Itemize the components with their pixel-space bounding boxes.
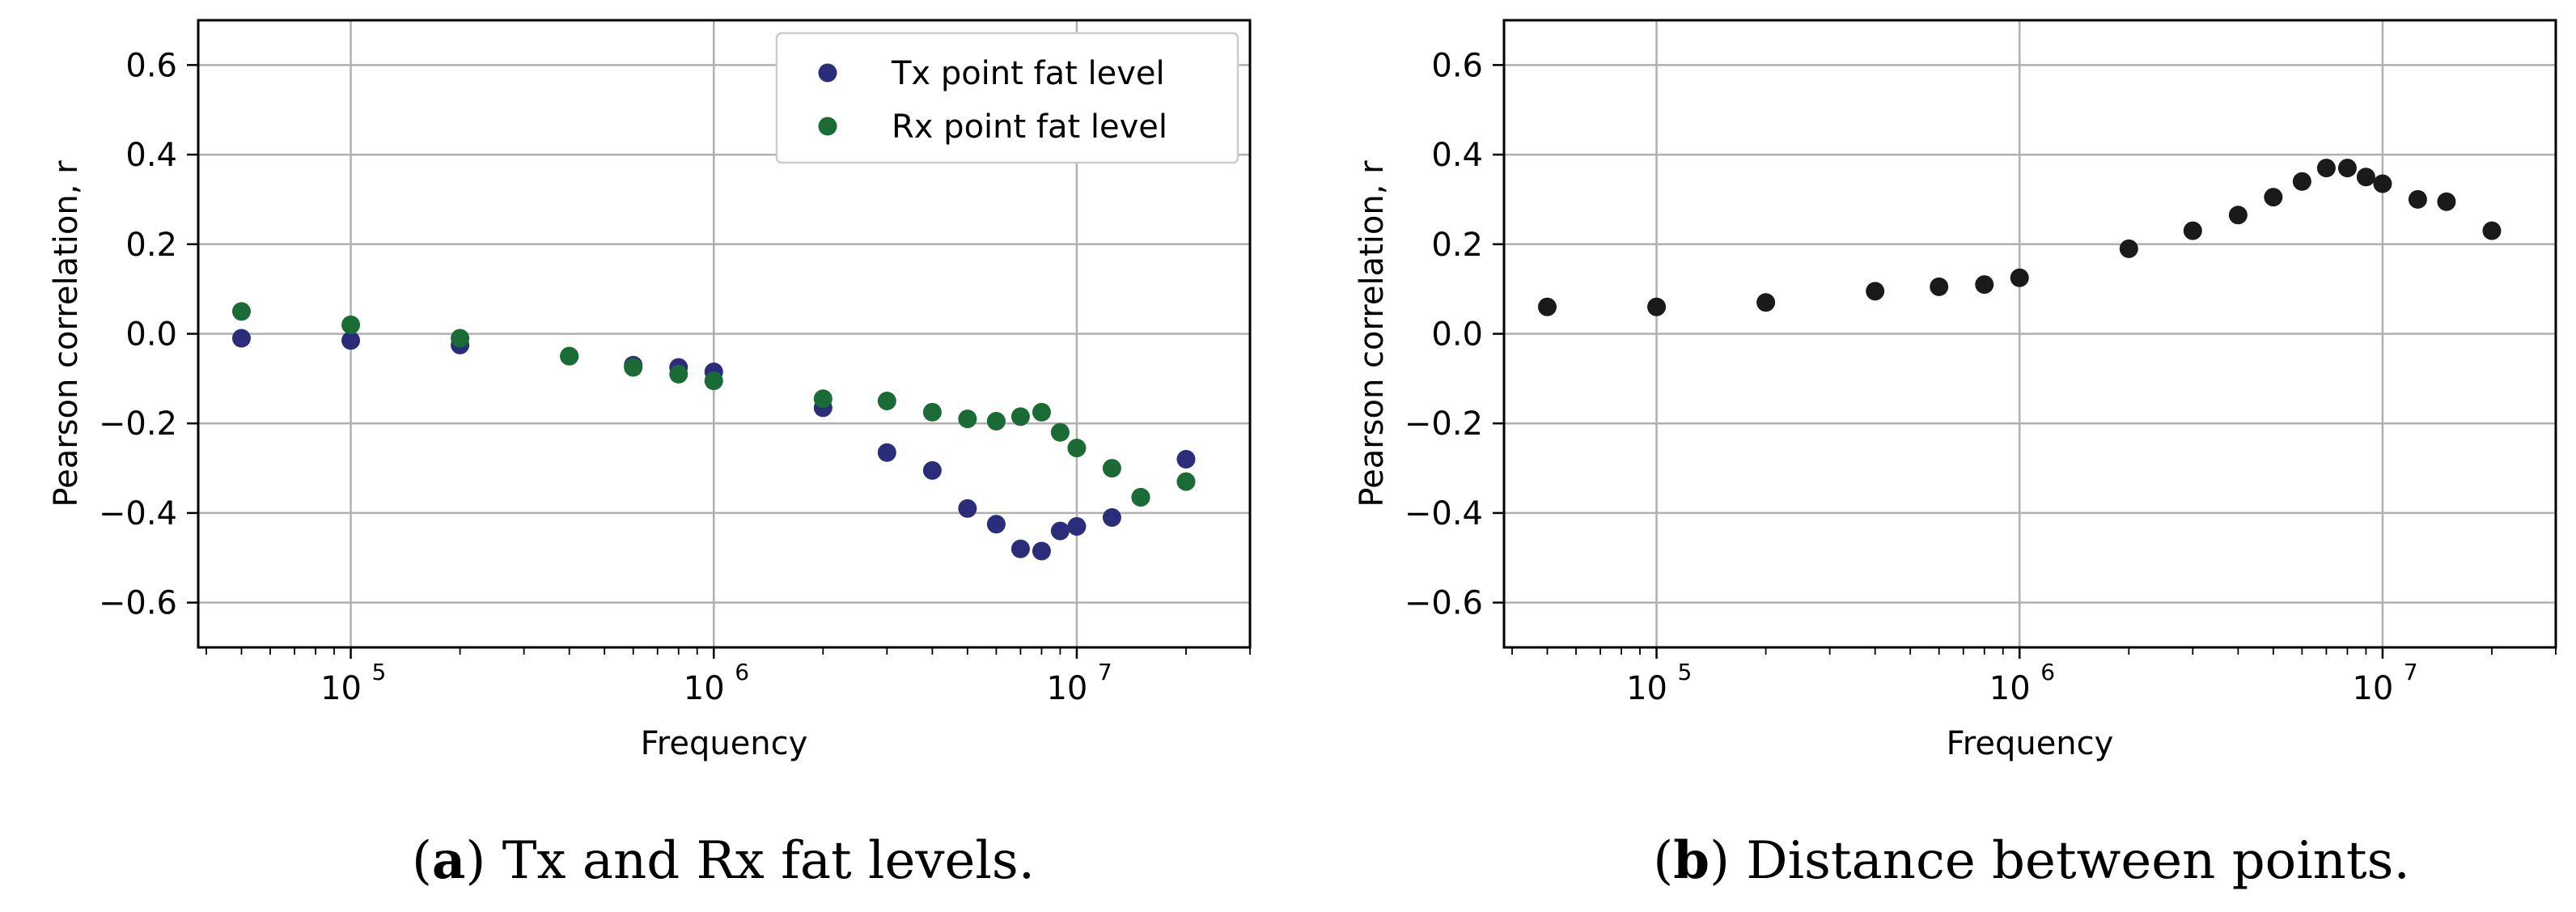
data-point (1032, 541, 1051, 561)
x-tick-label-exponent: 6 (2040, 659, 2055, 685)
data-point (986, 411, 1006, 431)
legend-label: Tx point fat level (891, 55, 1165, 92)
y-tick-label: 0.6 (125, 47, 177, 84)
y-tick-label: −0.2 (99, 405, 177, 443)
data-point (2010, 268, 2029, 287)
x-tick-label: 10 (684, 670, 725, 707)
data-point (2437, 192, 2456, 211)
y-tick-label: −0.4 (99, 495, 177, 532)
data-point (341, 331, 361, 350)
y-tick-label: −0.6 (99, 585, 177, 622)
x-tick-label-exponent: 7 (2404, 659, 2418, 685)
x-tick-label: 10 (1989, 670, 2031, 707)
data-point (231, 329, 251, 348)
data-point (1176, 472, 1196, 491)
data-point (2373, 174, 2392, 193)
data-point (813, 389, 833, 409)
data-point (1067, 439, 1087, 458)
data-point (2292, 172, 2311, 191)
y-tick-label: 0.6 (1431, 47, 1483, 84)
x-tick-label-exponent: 5 (372, 659, 387, 685)
x-tick-label-exponent: 6 (735, 659, 749, 685)
series-0 (1537, 159, 2502, 316)
y-tick-label: −0.6 (1405, 585, 1483, 622)
legend-label: Rx point fat level (892, 108, 1167, 146)
legend-marker (818, 63, 837, 83)
data-point (451, 329, 470, 348)
y-tick-label: 0.2 (1431, 227, 1483, 264)
data-point (986, 515, 1006, 534)
data-point (1176, 450, 1196, 469)
data-point (958, 498, 977, 518)
data-point (1537, 297, 1557, 316)
data-point (877, 443, 896, 462)
x-tick-label: 10 (2352, 670, 2393, 707)
data-point (669, 364, 688, 384)
x-tick-label-exponent: 7 (1098, 659, 1112, 685)
x-axis-label: Frequency (1947, 725, 2114, 762)
data-point (2316, 159, 2336, 178)
panel-caption: (b) Distance between points. (1653, 830, 2410, 891)
data-point (1050, 521, 1070, 541)
y-tick-label: 0.0 (125, 316, 177, 354)
data-point (1866, 282, 1885, 301)
x-tick-label: 10 (1046, 670, 1087, 707)
data-point (2482, 221, 2502, 240)
data-point (877, 392, 896, 411)
data-point (2356, 168, 2375, 187)
data-point (1930, 277, 1949, 296)
data-point (1010, 539, 1030, 558)
data-point (560, 346, 579, 366)
data-point (1067, 517, 1087, 537)
data-point (624, 358, 643, 377)
x-axis-label: Frequency (641, 725, 808, 762)
data-point (2264, 188, 2283, 207)
y-axis-label: Pearson correlation, r (48, 160, 85, 507)
y-tick-label: 0.2 (125, 227, 177, 264)
data-point (231, 302, 251, 321)
data-point (2183, 221, 2202, 240)
data-point (1647, 297, 1667, 316)
data-point (1010, 407, 1030, 426)
data-point (1102, 459, 1121, 478)
chart-panel-b: −0.6 −0.4 −0.2 0.0 0.2 0.4 0.6 10 5 10 6 10 7 Frequen… (1354, 19, 2557, 891)
y-tick-label: −0.2 (1405, 405, 1483, 443)
data-point (1032, 402, 1051, 422)
data-point (704, 371, 723, 391)
axes-frame (1502, 19, 2557, 649)
y-tick-label: 0.4 (125, 137, 177, 174)
data-point (958, 409, 977, 429)
y-axis-label: Pearson correlation, r (1354, 160, 1391, 507)
axes-frame (197, 19, 1252, 649)
y-tick-label: −0.4 (1405, 495, 1483, 532)
x-tick-label: 10 (1626, 670, 1667, 707)
panel-caption: (a) Tx and Rx fat levels. (412, 830, 1035, 891)
legend-box (775, 32, 1239, 164)
y-tick-label: 0.4 (1431, 137, 1483, 174)
data-point (2228, 206, 2248, 225)
x-tick-label: 10 (320, 670, 362, 707)
data-point (2408, 189, 2427, 209)
chart-panel-a: −0.6 −0.4 −0.2 0.0 0.2 0.4 0.6 10 5 10 6 10 7 Frequen… (48, 19, 1252, 891)
data-point (1975, 275, 1994, 295)
data-point (1131, 488, 1150, 507)
series-1 (231, 302, 1196, 507)
x-tick-label-exponent: 5 (1678, 659, 1693, 685)
data-point (1050, 422, 1070, 442)
legend-marker (818, 117, 837, 136)
data-point (922, 402, 942, 422)
data-point (341, 315, 361, 334)
y-tick-label: 0.0 (1431, 316, 1483, 354)
legend: Tx point fat level Rx point fat level (775, 32, 1239, 164)
data-point (922, 460, 942, 480)
data-point (1756, 293, 1776, 312)
data-point (2337, 159, 2357, 178)
data-point (1102, 507, 1121, 527)
data-point (2119, 239, 2138, 258)
